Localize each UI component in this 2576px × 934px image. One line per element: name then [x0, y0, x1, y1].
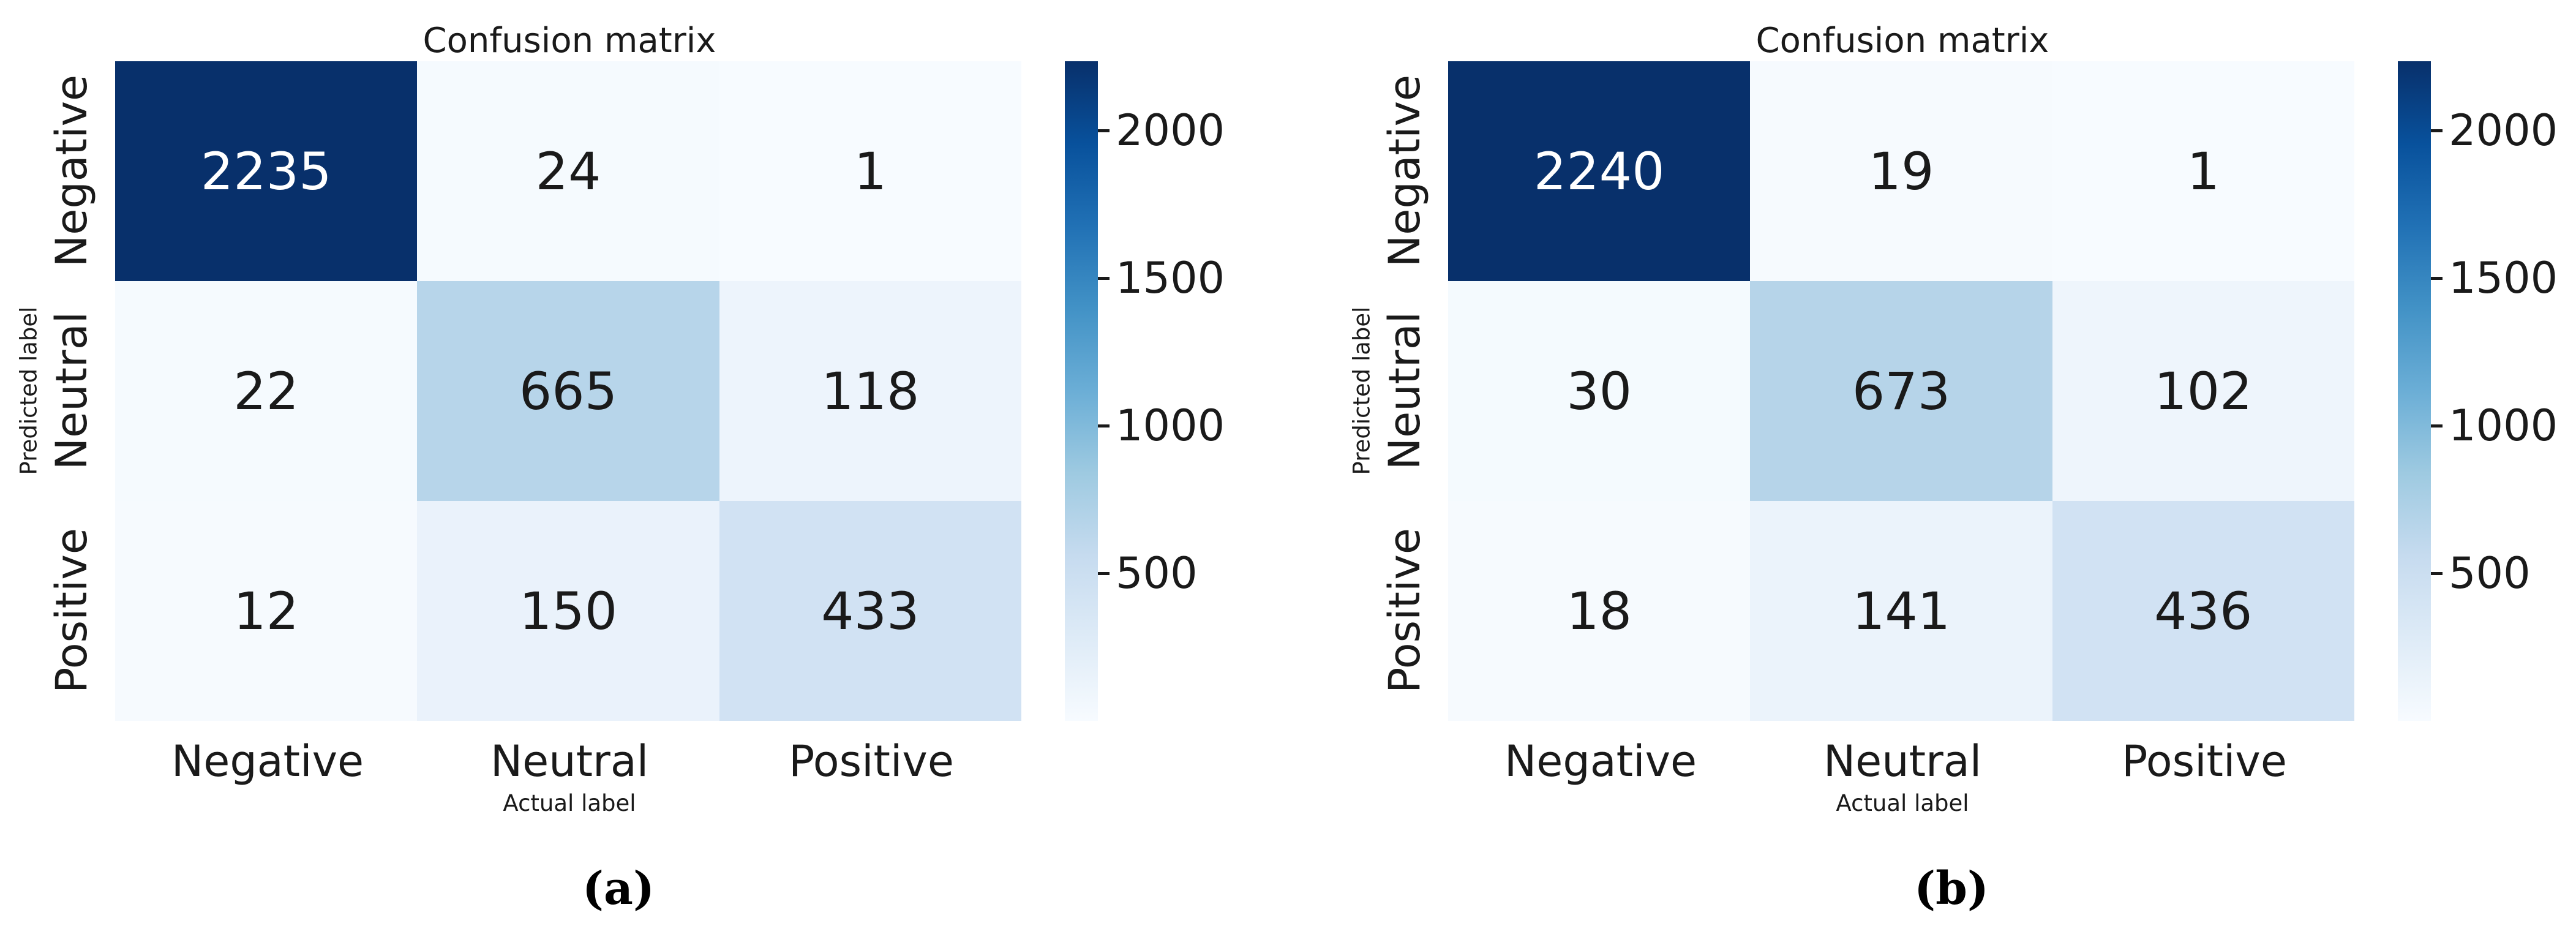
colorbar-tick-label: 2000	[2449, 105, 2558, 156]
colorbar-tick: 2000	[2431, 109, 2558, 152]
colorbar-tick-label: 500	[1116, 548, 1198, 598]
colorbar-gradient	[2398, 61, 2431, 721]
y-tick-label: Neutral	[47, 311, 97, 470]
colorbar-tick-label: 1000	[1116, 401, 1225, 451]
y-tick-label: Positive	[47, 528, 97, 693]
tick-mark	[2431, 276, 2443, 280]
y-tick-label: Negative	[47, 74, 97, 268]
colorbar-tick: 500	[1098, 552, 1198, 595]
matrix-cell: 2240	[1448, 61, 1751, 281]
matrix-cell: 22	[115, 281, 418, 501]
subfigure-caption-a: (a)	[582, 862, 655, 915]
matrix-cell: 102	[2052, 281, 2354, 501]
tick-mark	[1098, 571, 1110, 575]
matrix-cell: 665	[417, 281, 719, 501]
matrix-cell: 24	[417, 61, 719, 281]
colorbar-tick: 1000	[1098, 404, 1225, 447]
colorbar-gradient	[1065, 61, 1098, 721]
x-axis-label: Actual label	[1836, 790, 1969, 816]
matrix-cell: 433	[719, 501, 1021, 721]
matrix-cell: 18	[1448, 501, 1751, 721]
confusion-matrix-panel-b: Confusion matrix Predicted label Negativ…	[1288, 0, 2576, 934]
colorbar-tick: 2000	[1098, 109, 1225, 152]
x-tick-label: Neutral	[490, 736, 649, 786]
y-axis-label: Predicted label	[1348, 306, 1375, 475]
x-tick-label: Negative	[1504, 736, 1697, 786]
tick-mark	[1098, 276, 1110, 280]
colorbar-tick: 1500	[1098, 257, 1225, 299]
matrix-cell: 30	[1448, 281, 1751, 501]
x-tick-label: Positive	[2122, 736, 2287, 786]
x-axis-label: Actual label	[503, 790, 636, 816]
y-tick-label: Neutral	[1380, 311, 1430, 470]
colorbar-tick: 500	[2431, 552, 2531, 595]
matrix-cell: 436	[2052, 501, 2354, 721]
heatmap-grid: 2240 19 1 30 673 102 18 141 436	[1448, 61, 2354, 721]
colorbar-tick: 1500	[2431, 257, 2558, 299]
y-axis-label: Predicted label	[15, 306, 42, 475]
matrix-cell: 1	[2052, 61, 2354, 281]
tick-mark	[2431, 571, 2443, 575]
colorbar-tick-label: 500	[2449, 548, 2531, 598]
tick-mark	[2431, 424, 2443, 427]
panel-a-inner: Confusion matrix Predicted label Negativ…	[15, 21, 1225, 915]
chart-title: Confusion matrix	[422, 21, 716, 61]
tick-mark	[2431, 129, 2443, 132]
matrix-cell: 673	[1750, 281, 2052, 501]
matrix-cell: 118	[719, 281, 1021, 501]
colorbar-tick-label: 2000	[1116, 105, 1225, 156]
x-tick-label: Positive	[789, 736, 954, 786]
x-tick-label: Neutral	[1823, 736, 1982, 786]
matrix-cell: 19	[1750, 61, 2052, 281]
y-tick-label: Negative	[1380, 74, 1430, 268]
confusion-matrix-panel-a: Confusion matrix Predicted label Negativ…	[15, 21, 1225, 915]
colorbar-tick-label: 1500	[1116, 253, 1225, 303]
chart-title: Confusion matrix	[1756, 21, 2049, 61]
colorbar-tick: 1000	[2431, 404, 2558, 447]
heatmap-grid: 2235 24 1 22 665 118 12 150 433	[115, 61, 1021, 721]
tick-mark	[1098, 424, 1110, 427]
panel-b-inner: Confusion matrix Predicted label Negativ…	[1333, 0, 2576, 934]
matrix-cell: 141	[1750, 501, 2052, 721]
matrix-cell: 12	[115, 501, 418, 721]
y-tick-label: Positive	[1380, 528, 1430, 693]
matrix-cell: 1	[719, 61, 1021, 281]
matrix-cell: 150	[417, 501, 719, 721]
tick-mark	[1098, 129, 1110, 132]
subfigure-caption-b: (b)	[1914, 862, 1989, 915]
colorbar-tick-label: 1500	[2449, 253, 2558, 303]
colorbar-tick-label: 1000	[2449, 401, 2558, 451]
matrix-cell: 2235	[115, 61, 418, 281]
x-tick-label: Negative	[171, 736, 364, 786]
